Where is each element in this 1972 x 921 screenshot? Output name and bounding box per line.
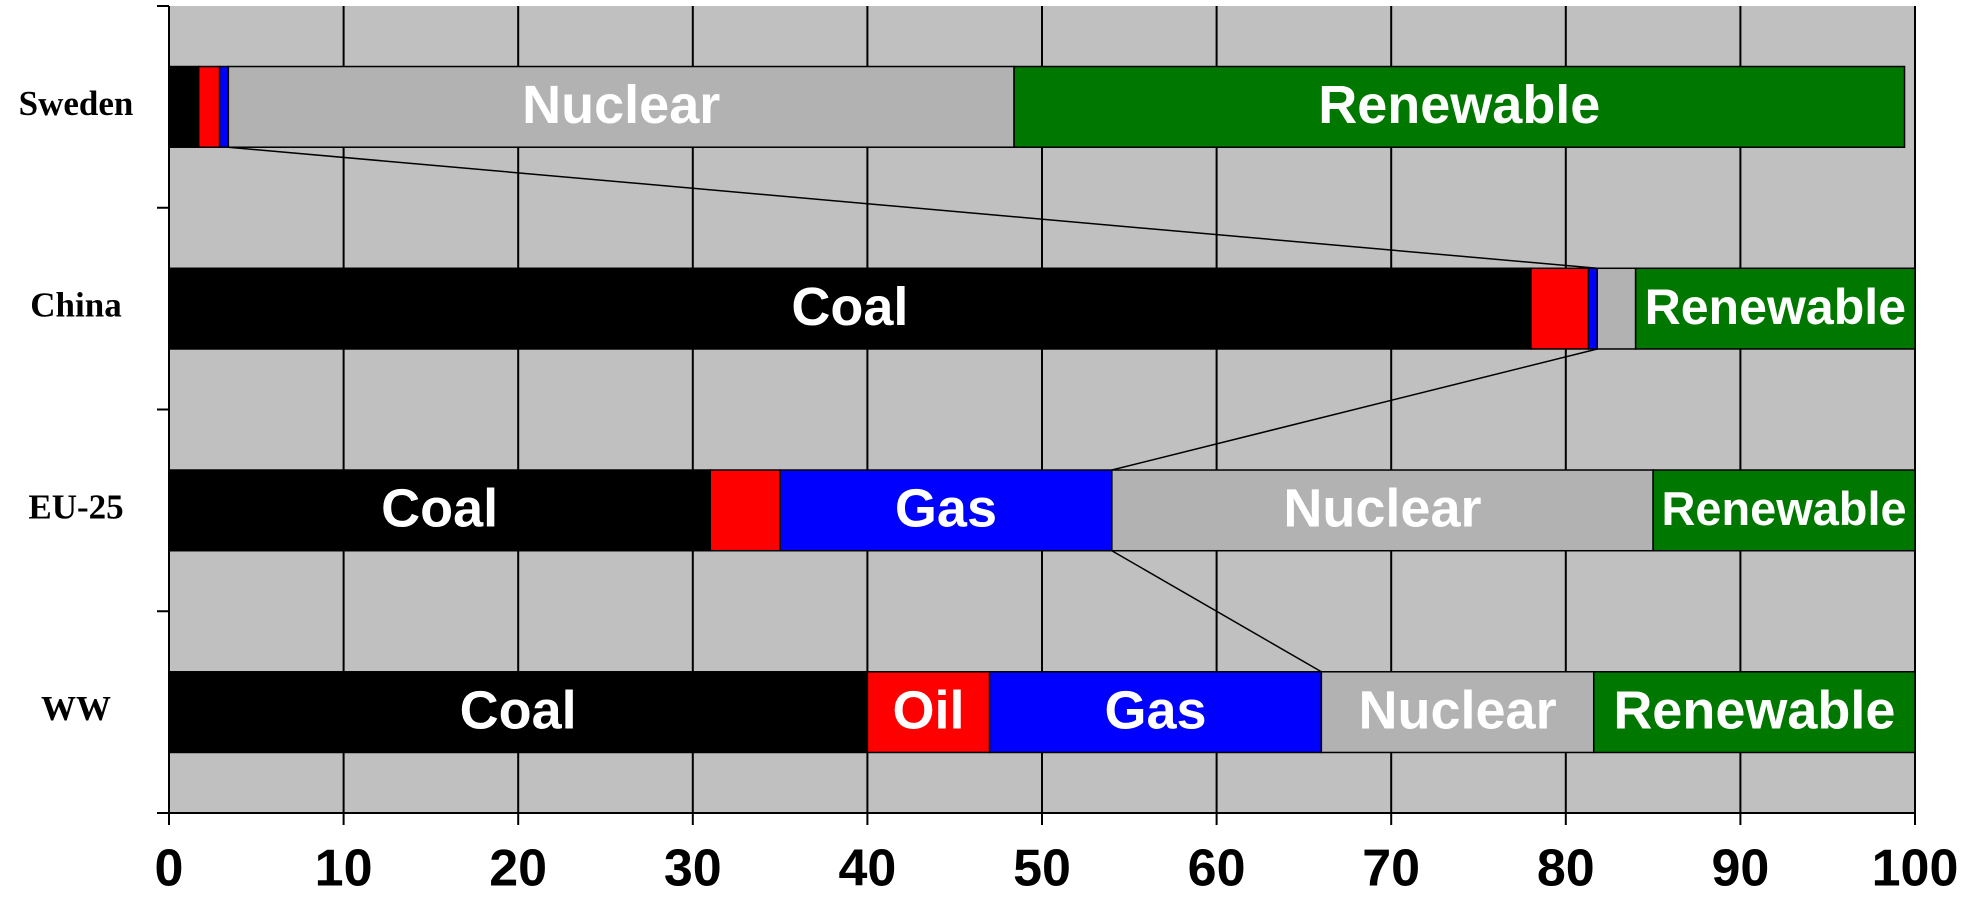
- segment-label: Coal: [460, 680, 577, 740]
- x-tick-label: 0: [155, 840, 184, 898]
- category-label: EU-25: [28, 487, 123, 526]
- bar-segment: [1320, 671, 1595, 754]
- x-tick-label: 90: [1711, 840, 1769, 898]
- bar-segment: [168, 65, 200, 148]
- bar-segment: [218, 65, 230, 148]
- x-tick-label: 30: [664, 840, 722, 898]
- bar-segment: [168, 267, 1532, 350]
- bar-segment: [1592, 671, 1916, 754]
- x-tick-label: 100: [1872, 840, 1959, 898]
- segment-label: Nuclear: [1283, 479, 1481, 539]
- category-label: China: [30, 286, 121, 325]
- segment-label: Gas: [1104, 680, 1206, 740]
- bar-segment: [197, 65, 221, 148]
- connector-line: [1111, 348, 1598, 471]
- bar-segment: [779, 469, 1113, 552]
- segment-label: Renewable: [1613, 680, 1895, 740]
- bar-segment: [1013, 65, 1906, 148]
- bar-segment: [1587, 267, 1598, 350]
- bar-segment: [1634, 267, 1916, 350]
- segment-label: Nuclear: [522, 75, 720, 135]
- x-tick-label: 10: [315, 840, 373, 898]
- connector-line: [1111, 550, 1322, 673]
- segment-label: Gas: [895, 479, 997, 539]
- connector-line: [228, 146, 1598, 270]
- bar-segment: [168, 469, 712, 552]
- segment-label: Renewable: [1318, 75, 1600, 135]
- bar-segment: [227, 65, 1015, 148]
- bar-segment: [1111, 469, 1654, 552]
- x-tick-label: 60: [1188, 840, 1246, 898]
- x-tick-label: 40: [838, 840, 896, 898]
- segment-label: Nuclear: [1358, 680, 1556, 740]
- bar-segment: [1596, 267, 1637, 350]
- category-label: WW: [41, 689, 111, 728]
- segment-label: Coal: [381, 479, 498, 539]
- segment-label: Renewable: [1645, 279, 1906, 335]
- bar-segment: [988, 671, 1323, 754]
- bar-segment: [1530, 267, 1590, 350]
- x-tick-label: 20: [489, 840, 547, 898]
- category-label: Sweden: [19, 84, 134, 123]
- x-tick-label: 80: [1537, 840, 1595, 898]
- segment-label: Oil: [893, 680, 965, 740]
- x-tick-label: 70: [1362, 840, 1420, 898]
- segment-label: Coal: [791, 277, 908, 337]
- bar-segment: [709, 469, 781, 552]
- bar-segment: [1652, 469, 1916, 552]
- segment-label: Renewable: [1661, 483, 1906, 535]
- x-tick-label: 50: [1013, 840, 1071, 898]
